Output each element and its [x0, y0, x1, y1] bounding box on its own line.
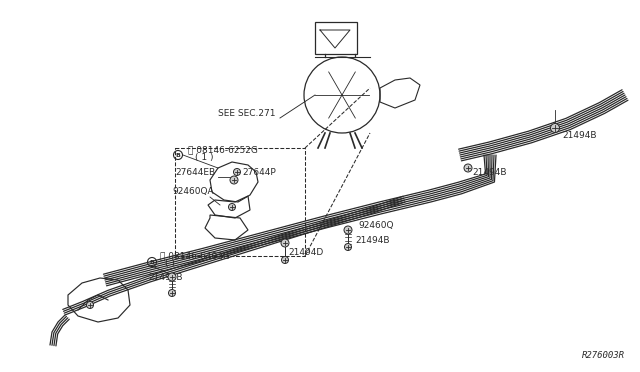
Circle shape: [228, 203, 236, 211]
Text: ( 1 ): ( 1 ): [195, 153, 214, 162]
Text: 21494D: 21494D: [288, 248, 323, 257]
Circle shape: [234, 169, 241, 176]
Circle shape: [344, 226, 352, 234]
Circle shape: [464, 164, 472, 172]
Text: B: B: [150, 260, 154, 264]
Bar: [175, 148, 305, 256]
Circle shape: [550, 124, 559, 132]
Text: Ⓑ 08146-6402G: Ⓑ 08146-6402G: [160, 251, 230, 260]
Text: 21494B: 21494B: [562, 131, 596, 140]
Circle shape: [281, 239, 289, 247]
Text: 92460Q: 92460Q: [358, 221, 394, 230]
Circle shape: [168, 273, 176, 281]
Circle shape: [282, 257, 289, 263]
Text: ( ): ( ): [165, 259, 175, 268]
Text: R276003R: R276003R: [582, 351, 625, 360]
Circle shape: [86, 301, 93, 308]
Text: 21494B: 21494B: [148, 273, 182, 282]
Text: 27644EB: 27644EB: [175, 168, 215, 177]
Circle shape: [230, 176, 238, 184]
Text: SEE SEC.271: SEE SEC.271: [218, 109, 275, 118]
Text: 21494B: 21494B: [472, 168, 506, 177]
Circle shape: [344, 244, 351, 250]
Text: 92460QA: 92460QA: [172, 187, 214, 196]
Circle shape: [168, 289, 175, 296]
Text: B: B: [175, 153, 180, 157]
Text: Ⓑ 08146-6252G: Ⓑ 08146-6252G: [188, 145, 258, 154]
Text: 27644P: 27644P: [242, 168, 276, 177]
Text: 21494B: 21494B: [355, 236, 390, 245]
